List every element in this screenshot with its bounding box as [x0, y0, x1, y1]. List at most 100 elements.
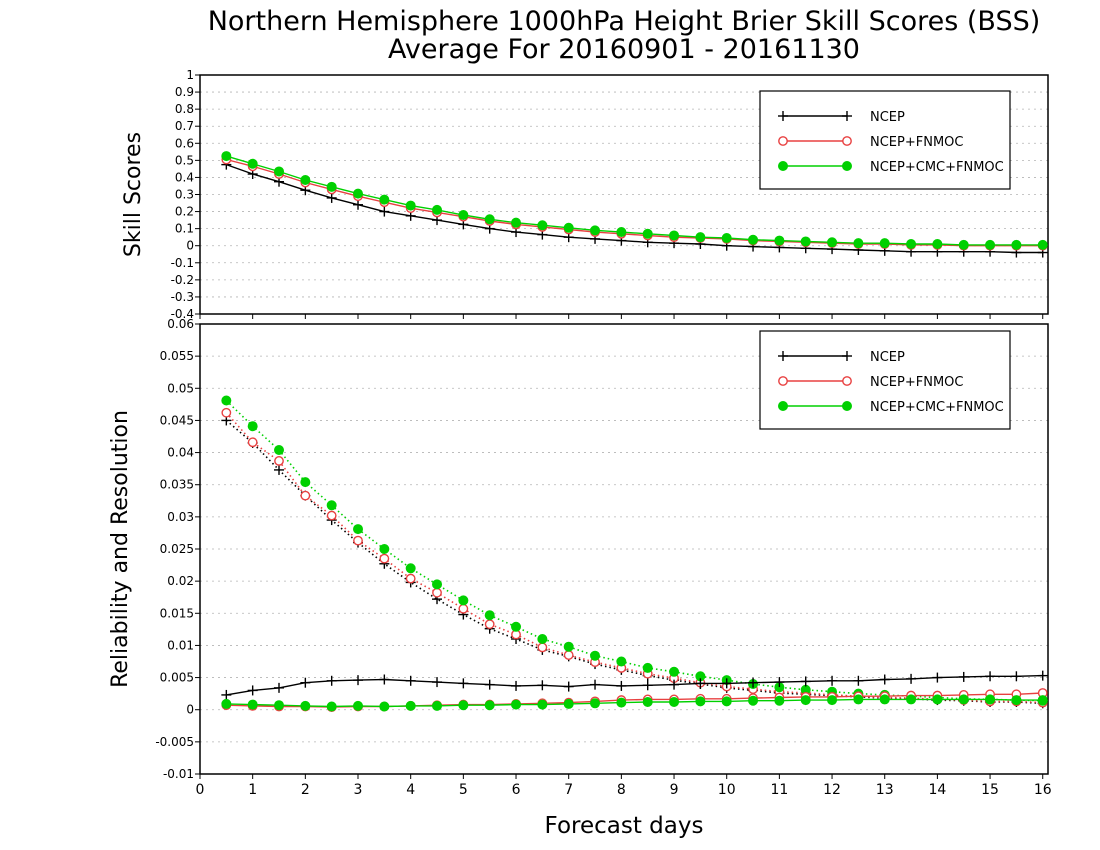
series-ncep-fnmoc-point — [405, 573, 416, 584]
y-tick-label: 0.045 — [160, 413, 194, 427]
y-tick-label: 0.3 — [175, 188, 194, 202]
y-tick-label: 0.015 — [160, 606, 194, 620]
series-ncep-cmc-fnmoc-point — [353, 700, 364, 711]
series-ncep-cmc-fnmoc-point — [537, 699, 548, 710]
series-ncep-cmc-fnmoc-point — [511, 699, 522, 710]
series-ncep-fnmoc-point — [432, 587, 442, 598]
series-ncep-cmc-fnmoc-point — [669, 230, 680, 241]
x-tick-label: 11 — [770, 782, 788, 798]
y-tick-label: 0.9 — [175, 85, 194, 99]
series-ncep-cmc-fnmoc-point — [247, 421, 258, 432]
y-tick-label: -0.1 — [171, 256, 194, 270]
series-ncep-cmc-fnmoc-point — [221, 395, 232, 406]
series-ncep-cmc-fnmoc-point — [642, 662, 653, 673]
series-ncep-cmc-fnmoc-point — [537, 634, 548, 644]
series-ncep-fnmoc-point — [563, 650, 574, 660]
series-ncep-cmc-fnmoc-point — [879, 694, 890, 705]
legend-label: NCEP+FNMOC — [870, 135, 963, 150]
series-ncep-cmc-fnmoc-point — [590, 698, 601, 709]
y-tick-label: 0.8 — [175, 102, 194, 116]
series-ncep-cmc-fnmoc-point — [695, 696, 706, 707]
series-ncep-cmc-fnmoc-point — [274, 166, 285, 177]
y-axis-label: Reliability and Resolution — [108, 410, 133, 688]
series-ncep-cmc-fnmoc-point — [906, 694, 917, 705]
series-ncep-fnmoc-point — [353, 535, 363, 546]
legend-box — [759, 90, 1011, 190]
series-ncep-cmc-fnmoc-point — [800, 236, 811, 247]
y-tick-label: 0.05 — [167, 381, 194, 395]
series-ncep-cmc-fnmoc-point — [642, 228, 653, 239]
series-ncep-fnmoc-point — [221, 407, 232, 418]
y-tick-label: 0.01 — [167, 638, 194, 652]
series-ncep-cmc-fnmoc-point — [353, 524, 364, 535]
series-ncep-cmc-fnmoc-point — [326, 500, 337, 511]
series-ncep-cmc-fnmoc-point — [906, 239, 917, 250]
series-ncep-cmc-fnmoc-point — [669, 666, 680, 677]
series-ncep-cmc-fnmoc-point — [484, 700, 495, 711]
series-ncep-cmc-fnmoc-point — [853, 238, 864, 249]
x-tick-label: 0 — [196, 782, 205, 798]
series-ncep-cmc-fnmoc-point — [432, 579, 443, 590]
series-ncep-cmc-fnmoc-point — [326, 181, 337, 192]
legend-point — [842, 161, 852, 171]
series-ncep-cmc-fnmoc-point — [563, 698, 574, 709]
x-tick-label: 8 — [617, 782, 626, 798]
series-ncep-cmc-fnmoc-point — [405, 200, 416, 211]
skill-scores-panel: -0.4 -0.3 -0.2 -0.1 0 0.1 0.2 0.3 0.4 0.5 0.6 0.7 0.… — [121, 68, 1049, 321]
x-tick-label: 7 — [564, 782, 573, 798]
plot-frame — [199, 74, 1049, 315]
series-ncep-fnmoc-point — [458, 603, 469, 614]
series-ncep-cmc-fnmoc-point — [932, 694, 943, 705]
series-ncep-cmc-fnmoc-point — [379, 194, 390, 205]
series-ncep-fnmoc-point — [537, 642, 548, 653]
series-ncep-cmc-fnmoc-point — [379, 701, 390, 712]
series-ncep-cmc-fnmoc-point — [458, 595, 469, 606]
series-ncep-cmc-fnmoc-line — [225, 399, 1043, 702]
y-tick-label: 0.025 — [160, 542, 194, 556]
series-ncep-cmc-fnmoc-point — [379, 544, 390, 554]
y-tick-label: 0.055 — [160, 349, 194, 363]
legend-label: NCEP+CMC+FNMOC — [870, 160, 1004, 175]
series-ncep-cmc-fnmoc-point — [511, 217, 522, 228]
reliability-resolution-panel: -0.01 -0.005 0 0.005 0.01 0.015 0.02 0.025 0.03 0… — [108, 317, 1052, 798]
series-ncep-cmc-fnmoc-point — [300, 700, 311, 711]
series-ncep-cmc-fnmoc-point — [774, 235, 785, 246]
x-tick-label: 9 — [670, 782, 679, 798]
legend-point — [842, 376, 852, 386]
y-tick-label: 0.03 — [167, 510, 194, 524]
series-ncep-cmc-fnmoc-point — [247, 699, 258, 710]
chart-title-line2: Average For 20160901 - 20161130 — [388, 34, 860, 65]
series-ncep-cmc-fnmoc-point — [405, 563, 416, 574]
series-ncep-cmc-fnmoc-point — [274, 445, 285, 455]
series-ncep-cmc-fnmoc-point — [958, 694, 969, 705]
series-ncep-cmc-fnmoc-line — [226, 698, 1043, 708]
legend-point — [842, 136, 852, 146]
y-tick-label: 0.2 — [175, 205, 194, 219]
series-ncep-cmc-fnmoc-point — [616, 656, 627, 667]
series-ncep-cmc-fnmoc-point — [958, 239, 969, 250]
y-axis-label: Skill Scores — [121, 132, 146, 257]
x-tick-label: 15 — [981, 782, 999, 798]
series-ncep-fnmoc-point — [326, 510, 337, 521]
series-ncep-cmc-fnmoc-point — [590, 650, 601, 661]
x-tick-label: 3 — [354, 782, 363, 798]
series-ncep-cmc-fnmoc-point — [300, 174, 311, 185]
legend: NCEP NCEP+FNMOC NCEP+CMC+FNMOC — [759, 90, 1011, 190]
x-tick-label: 2 — [301, 782, 310, 798]
legend-point — [778, 401, 788, 411]
series-ncep-cmc-fnmoc-point — [537, 220, 548, 231]
y-tick-label: 0 — [186, 703, 194, 717]
series-ncep-fnmoc-point — [484, 619, 495, 630]
series-ncep-fnmoc-point — [379, 553, 390, 564]
series-ncep-cmc-fnmoc-point — [721, 696, 732, 707]
x-tick-label: 10 — [718, 782, 736, 798]
series-ncep-cmc-fnmoc-point — [616, 697, 627, 708]
series-ncep-cmc-fnmoc-point — [458, 209, 469, 220]
series-ncep-cmc-fnmoc-point — [563, 222, 574, 233]
series-ncep-line — [226, 674, 1043, 696]
y-tick-label: -0.2 — [171, 273, 194, 287]
series-ncep-line — [225, 419, 1043, 705]
y-tick-label: 0.6 — [175, 136, 194, 150]
y-tick-label: 0.1 — [175, 222, 194, 236]
